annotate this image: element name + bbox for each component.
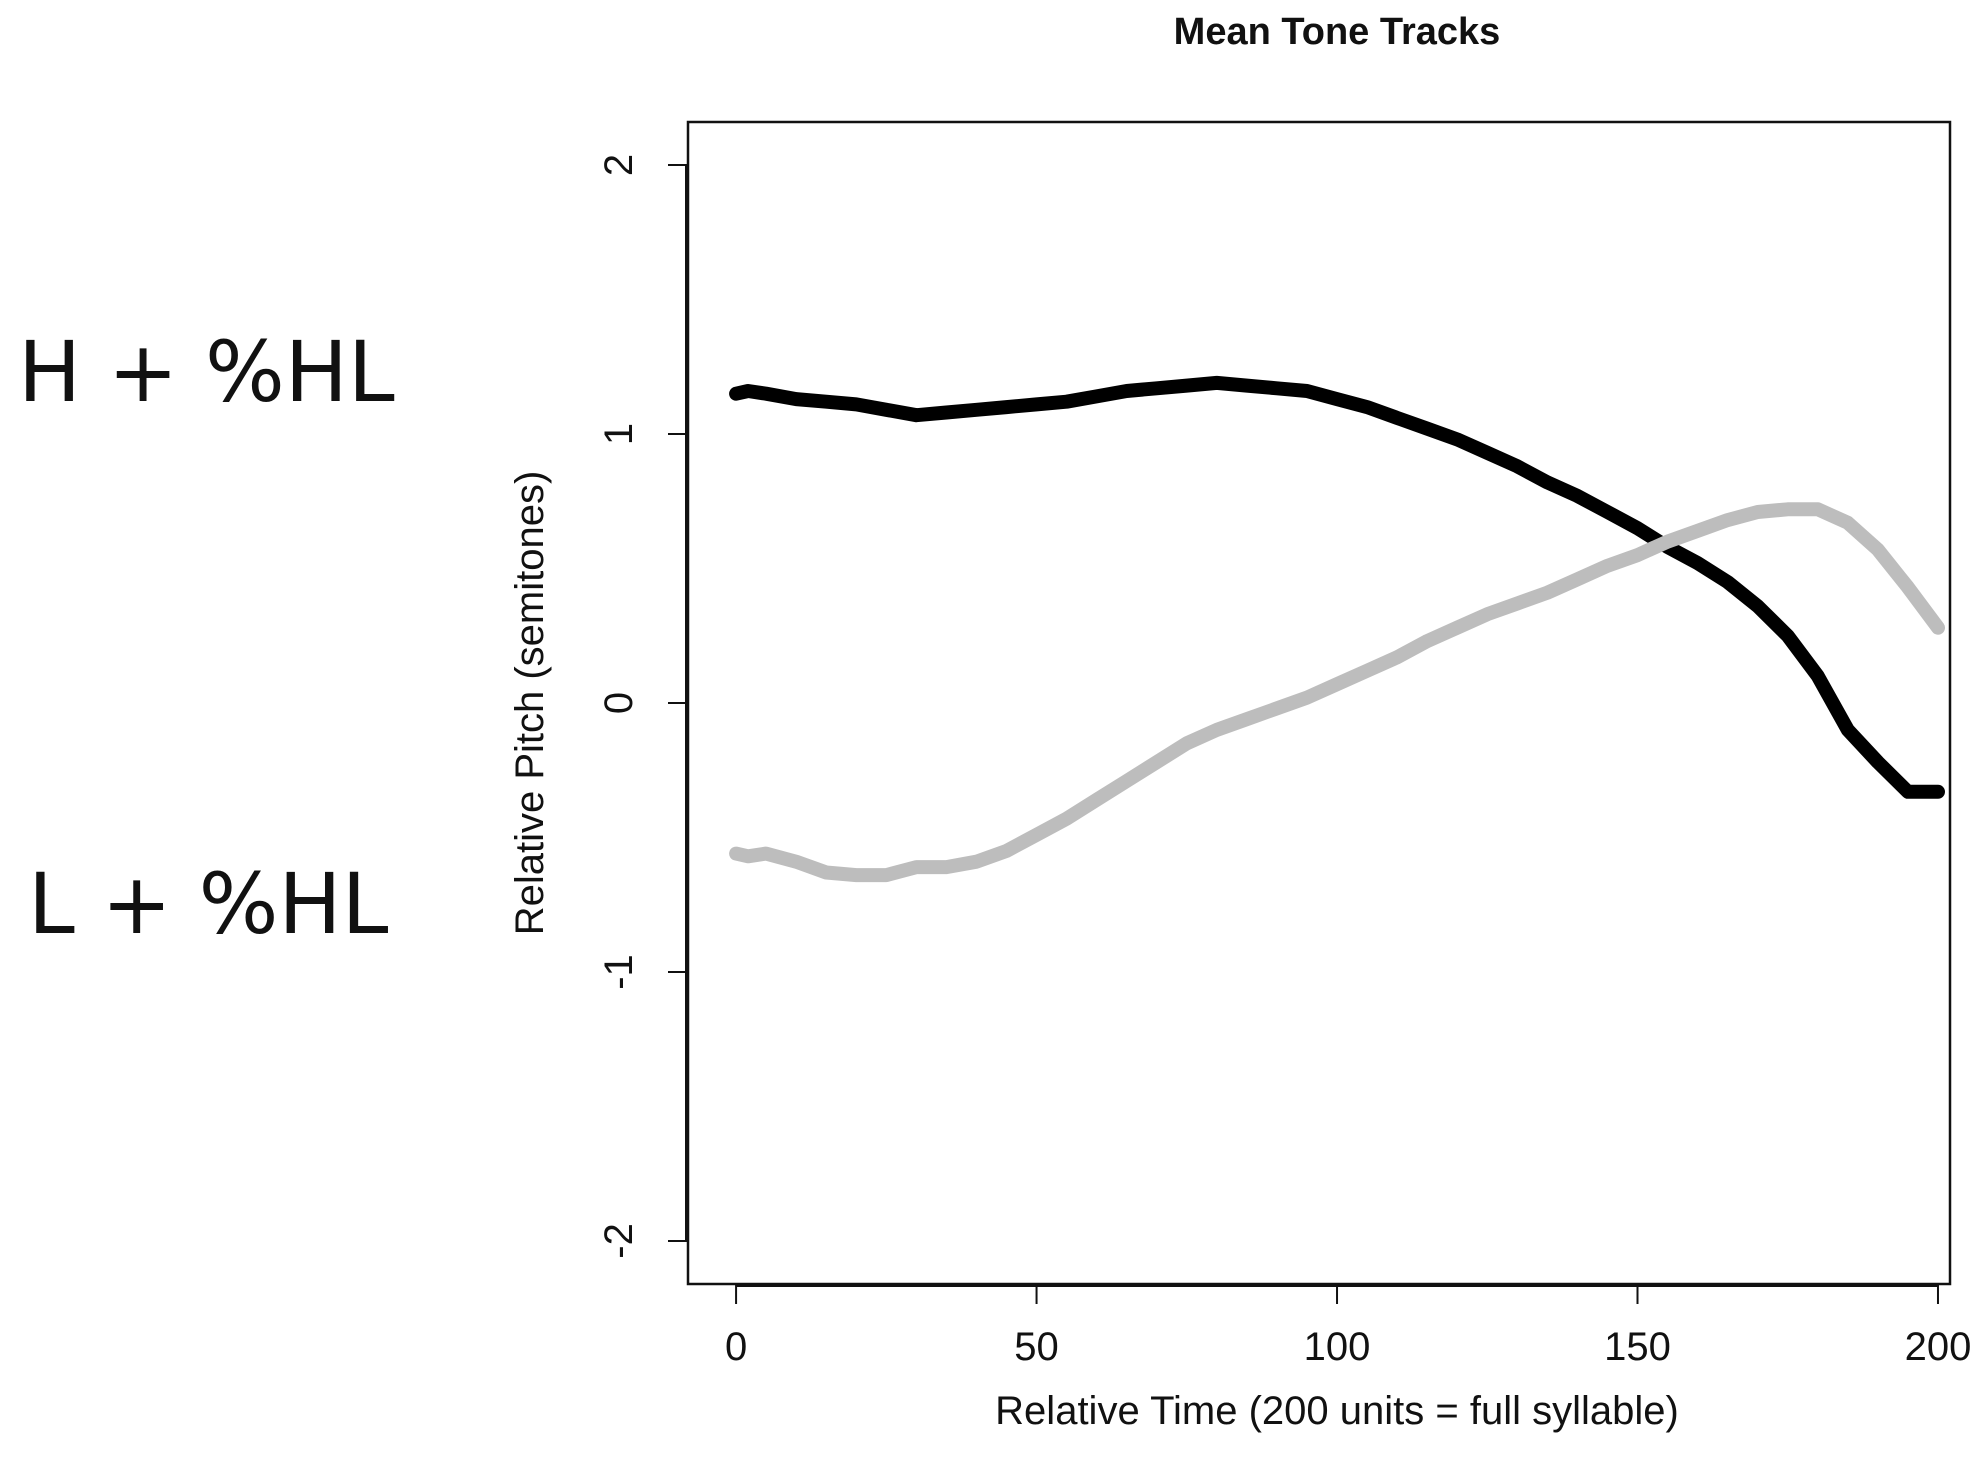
series-layer (729, 375, 1945, 883)
x-tick-label: 50 (1014, 1325, 1059, 1369)
high-tone-label: H + %HL (18, 323, 395, 421)
y-tick-label: 2 (597, 154, 641, 176)
x-axis: 0 50 100 150 200 (725, 1284, 1971, 1369)
x-tick-label: 150 (1604, 1325, 1671, 1369)
y-axis-label: Relative Pitch (semitones) (508, 471, 552, 936)
y-tick-label: -2 (597, 1223, 641, 1259)
chart-title: Mean Tone Tracks (1174, 11, 1501, 53)
plot-frame (686, 120, 1952, 1286)
low-tone-label: L + %HL (28, 855, 389, 953)
y-tick-label: -1 (597, 954, 641, 990)
x-tick-label: 100 (1304, 1325, 1371, 1369)
series-line-1 (729, 502, 1945, 883)
y-axis: -2 -1 0 1 2 (597, 154, 688, 1259)
series-line-0 (729, 375, 1945, 799)
x-tick-label: 0 (725, 1325, 747, 1369)
x-axis-label: Relative Time (200 units = full syllable… (995, 1389, 1679, 1433)
y-tick-label: 1 (597, 423, 641, 445)
y-tick-label: 0 (597, 692, 641, 714)
x-tick-label: 200 (1905, 1325, 1972, 1369)
